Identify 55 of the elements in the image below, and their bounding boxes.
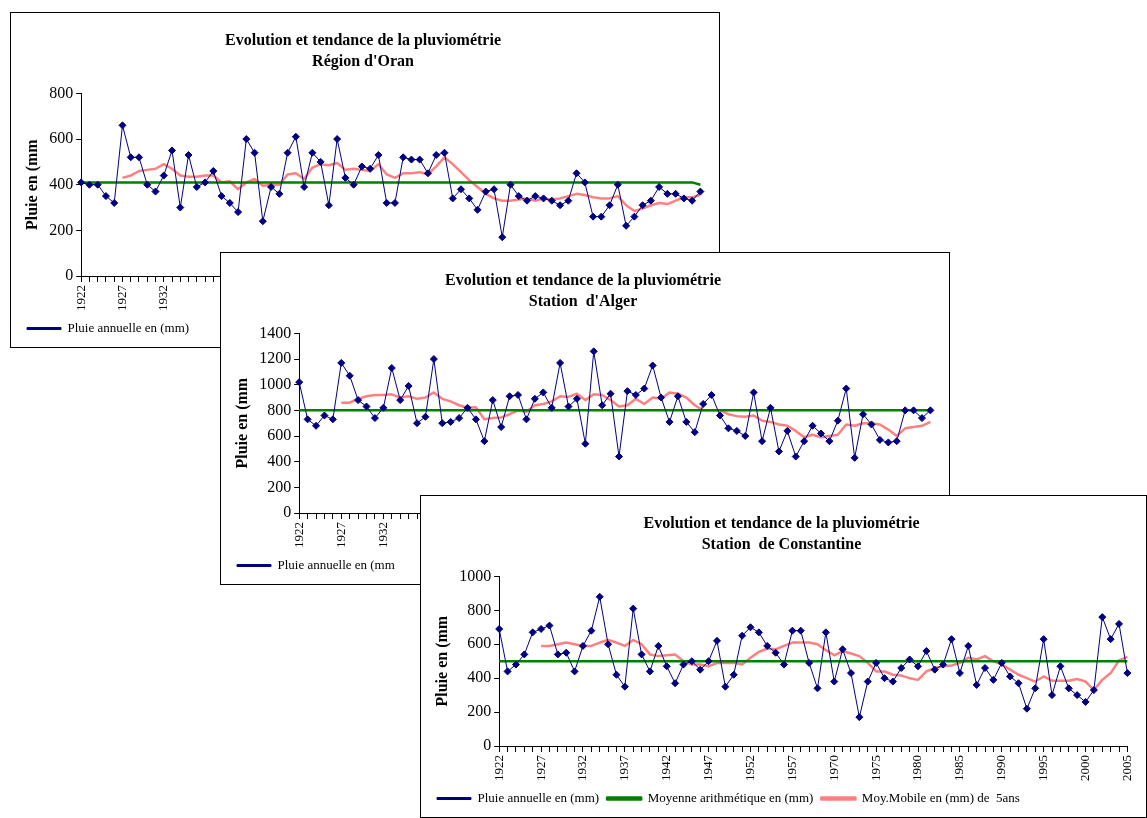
y-tick-label: 0: [283, 503, 292, 521]
chart-subtitle: Région d'Oran: [312, 51, 414, 70]
x-tick-label: 1990: [993, 755, 1009, 781]
x-tick-label: 1932: [155, 285, 171, 311]
x-tick-label: 1937: [616, 754, 632, 781]
chart-title: Evolution et tendance de la pluviométrie: [445, 270, 721, 289]
x-tick-label: 1970: [825, 755, 841, 781]
legend-label: Pluie annuelle en (mm: [277, 556, 395, 572]
x-tick-label: 1985: [951, 755, 967, 781]
y-tick-label: 1000: [259, 374, 292, 392]
x-tick-label: 2000: [1076, 755, 1092, 781]
x-tick-label: 1995: [1035, 755, 1051, 781]
y-axis-title: Pluie en (mm: [432, 615, 451, 707]
y-tick-label: 800: [49, 83, 74, 101]
y-tick-label: 200: [467, 702, 492, 720]
x-tick-label: 1927: [332, 521, 348, 548]
x-tick-label: 2005: [1118, 755, 1134, 781]
y-tick-label: 400: [467, 668, 492, 686]
x-tick-label: 1952: [741, 755, 757, 781]
y-tick-label: 800: [267, 400, 292, 418]
legend-label: Moyenne arithmétique en (mm): [647, 789, 814, 805]
x-tick-label: 1975: [867, 755, 883, 781]
y-tick-label: 1000: [459, 566, 492, 584]
legend-label: Pluie annuelle en (mm): [67, 319, 190, 335]
chart-subtitle: Station de Constantine: [701, 534, 862, 552]
x-tick-label: 1980: [909, 755, 925, 781]
x-tick-label: 1927: [113, 284, 129, 311]
y-tick-label: 600: [467, 634, 492, 652]
y-tick-label: 1200: [259, 349, 292, 367]
x-tick-label: 1957: [783, 754, 799, 781]
chart-title: Evolution et tendance de la pluviométrie: [643, 513, 920, 532]
legend-label: Pluie annuelle en (mm): [477, 789, 600, 805]
x-tick-label: 1942: [658, 755, 674, 781]
y-tick-label: 200: [267, 477, 292, 495]
chart-subtitle: Station d'Alger: [528, 291, 638, 310]
y-tick-label: 600: [267, 426, 292, 444]
y-tick-label: 800: [467, 600, 492, 618]
x-tick-label: 1932: [374, 522, 390, 548]
y-tick-label: 0: [65, 266, 74, 284]
x-tick-label: 1947: [700, 754, 716, 781]
y-tick-label: 200: [49, 220, 74, 238]
y-axis-title: Pluie en (mm: [22, 138, 41, 231]
x-tick-label: 1927: [532, 754, 548, 781]
legend-label: Moy.Mobile en (mm) de 5ans: [861, 789, 1020, 805]
y-tick-label: 0: [483, 736, 492, 754]
y-tick-label: 400: [267, 451, 292, 469]
x-tick-label: 1922: [72, 285, 88, 311]
y-tick-label: 600: [49, 129, 74, 147]
x-tick-label: 1922: [490, 755, 506, 781]
y-axis-title: Pluie en (mm: [232, 377, 251, 469]
x-tick-label: 1922: [290, 522, 306, 548]
y-tick-label: 1400: [259, 323, 292, 341]
y-tick-label: 400: [49, 174, 74, 192]
x-tick-label: 1932: [574, 755, 590, 781]
chart-title: Evolution et tendance de la pluviométrie: [225, 30, 501, 49]
